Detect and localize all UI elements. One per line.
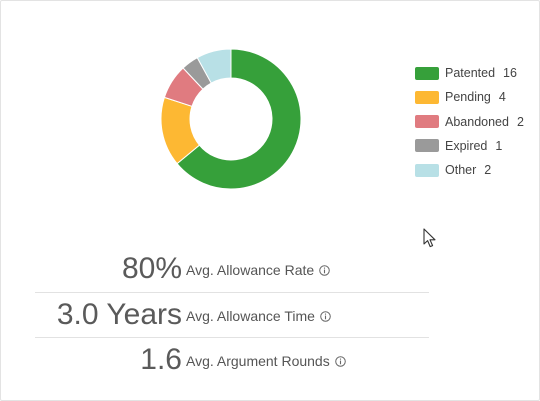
stat-allowance-time: 3.0 Years Avg. Allowance Time bbox=[1, 293, 540, 337]
stat-label: Avg. Allowance Rate bbox=[186, 247, 330, 294]
donut-slice-patented[interactable] bbox=[176, 48, 302, 190]
stat-label-text: Avg. Argument Rounds bbox=[186, 353, 330, 369]
stat-value: 1.6 bbox=[140, 343, 182, 376]
legend-item-expired[interactable]: Expired 1 bbox=[415, 134, 539, 158]
stat-label-text: Avg. Allowance Rate bbox=[186, 262, 315, 278]
legend-count: 1 bbox=[495, 138, 503, 153]
legend-count: 16 bbox=[503, 66, 517, 81]
stat-value: 3.0 Years bbox=[56, 298, 182, 331]
legend-item-other[interactable]: Other 2 bbox=[415, 158, 539, 182]
stat-label: Avg. Allowance Time bbox=[186, 293, 331, 340]
info-icon[interactable] bbox=[334, 356, 346, 367]
stat-label: Avg. Argument Rounds bbox=[186, 338, 346, 385]
info-icon[interactable] bbox=[320, 311, 331, 322]
legend-label: Pending bbox=[445, 90, 491, 105]
legend-swatch bbox=[415, 115, 439, 129]
legend-count: 2 bbox=[516, 114, 524, 129]
stat-value: 80% bbox=[121, 252, 182, 285]
stat-divider bbox=[35, 292, 429, 293]
legend-label: Other bbox=[445, 163, 477, 178]
stat-divider bbox=[35, 337, 429, 338]
info-icon[interactable] bbox=[319, 265, 330, 276]
legend-label: Expired bbox=[445, 138, 488, 153]
donut-svg bbox=[160, 48, 302, 190]
status-donut-chart[interactable] bbox=[149, 37, 313, 201]
legend-label: Abandoned bbox=[445, 114, 509, 129]
legend-swatch bbox=[415, 139, 439, 153]
donut-slice-other[interactable] bbox=[196, 48, 232, 84]
legend-swatch bbox=[415, 90, 439, 104]
legend-item-patented[interactable]: Patented 16 bbox=[415, 61, 539, 85]
legend-count: 2 bbox=[484, 163, 492, 178]
stat-allowance-rate: 80% Avg. Allowance Rate bbox=[1, 247, 540, 291]
stat-label-text: Avg. Allowance Time bbox=[186, 308, 315, 324]
legend-swatch bbox=[415, 163, 439, 177]
mouse-pointer-icon bbox=[423, 228, 437, 248]
legend-count: 4 bbox=[498, 90, 506, 105]
legend-item-abandoned[interactable]: Abandoned 2 bbox=[415, 110, 539, 134]
legend-label: Patented bbox=[445, 66, 496, 81]
legend-item-pending[interactable]: Pending 4 bbox=[415, 85, 539, 109]
stat-argument-rounds: 1.6 Avg. Argument Rounds bbox=[1, 338, 540, 382]
legend-swatch bbox=[415, 66, 439, 80]
chart-legend: Patented 16 Pending 4 Abandoned 2 Expire… bbox=[415, 61, 539, 182]
